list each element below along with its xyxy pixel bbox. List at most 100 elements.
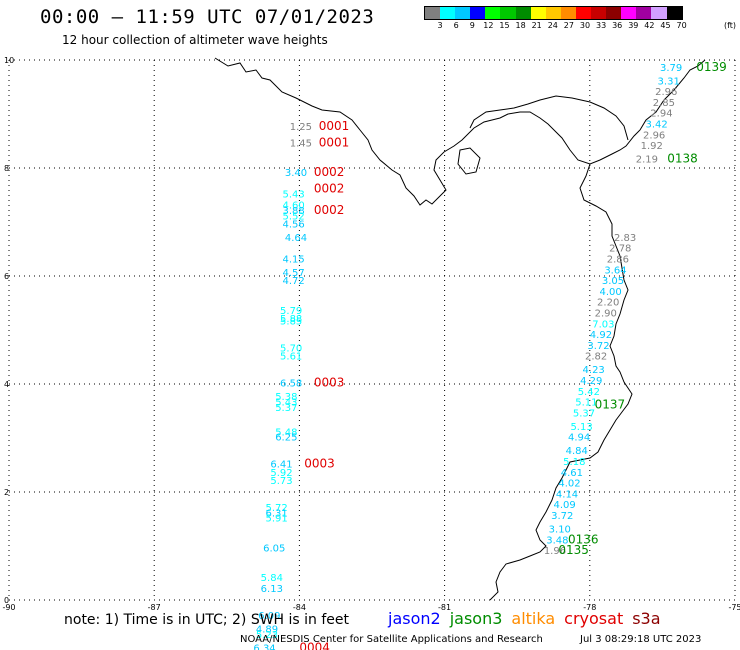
wave-height-value: 4.89 xyxy=(256,624,278,635)
wave-height-value: 5.18 xyxy=(563,457,585,468)
wave-height-value: 4.14 xyxy=(556,489,578,500)
wave-height-value: 6.31 xyxy=(266,508,288,519)
wave-height-value: 3.88 xyxy=(282,206,304,217)
x-tick-label: -90 xyxy=(2,603,15,612)
color-scale-label: 9 xyxy=(469,21,475,30)
wave-height-value: 3.72 xyxy=(587,341,609,352)
wave-height-value: 1.96 xyxy=(544,546,566,557)
wave-height-value: 5.43 xyxy=(275,398,297,409)
color-scale-label: 12 xyxy=(483,21,494,30)
color-scale-label: 27 xyxy=(563,21,574,30)
wave-height-value: 5.48 xyxy=(275,427,297,438)
wave-height-value: 2.90 xyxy=(595,309,617,320)
coastline xyxy=(214,57,706,601)
wave-height-value: 4.00 xyxy=(599,287,621,298)
wave-height-value: 4.15 xyxy=(282,255,304,266)
color-scale-swatch xyxy=(455,7,471,19)
y-tick-label: 6 xyxy=(4,272,9,281)
wave-height-value: 5.43 xyxy=(282,190,304,201)
pass-label: 0002 xyxy=(314,181,345,195)
color-scale-label: 18 xyxy=(515,21,526,30)
color-scale-swatch xyxy=(666,7,682,19)
color-scale-swatch xyxy=(485,7,501,19)
wave-height-value: 3.48 xyxy=(546,535,568,546)
wave-height-value: 5.92 xyxy=(270,468,292,479)
color-scale-label: 15 xyxy=(499,21,510,30)
wave-height-value: 3.10 xyxy=(549,525,571,536)
x-tick-label: -84 xyxy=(293,603,306,612)
wave-height-value: 3.64 xyxy=(604,265,626,276)
page-subtitle: 12 hour collection of altimeter wave hei… xyxy=(62,33,328,47)
pass-label: 0001 xyxy=(319,119,350,133)
wave-height-value: 4.57 xyxy=(282,268,304,279)
wave-height-value: 4.61 xyxy=(561,468,583,479)
pass-label: 0003 xyxy=(304,457,335,471)
color-scale-swatch xyxy=(651,7,667,19)
color-scale-label: 39 xyxy=(628,21,639,30)
wave-height-values: 1.251.453.405.434.603.885.524.564.644.15… xyxy=(253,63,682,650)
color-scale-swatch xyxy=(515,7,531,19)
pass-label: 0001 xyxy=(319,135,350,149)
wave-height-value: 5.70 xyxy=(280,344,302,355)
coastline-lake xyxy=(457,147,481,175)
wave-height-value: 3.72 xyxy=(551,511,573,522)
color-scale-swatches xyxy=(424,6,683,20)
color-scale-swatch xyxy=(500,7,516,19)
y-tick-label: 8 xyxy=(4,164,9,173)
y-tick-label: 4 xyxy=(4,380,9,389)
wave-height-value: 6.09 xyxy=(258,611,280,622)
wave-height-value: 4.94 xyxy=(568,433,590,444)
x-tick-label: -78 xyxy=(583,603,596,612)
plot-frame xyxy=(9,60,735,600)
color-scale-label: 42 xyxy=(644,21,655,30)
wave-height-value: 5.73 xyxy=(270,476,292,487)
wave-height-value: 5.88 xyxy=(280,314,302,325)
wave-height-value: 5.11 xyxy=(575,398,597,409)
wave-height-value: 6.41 xyxy=(270,460,292,471)
pass-label: 0137 xyxy=(595,397,626,411)
wave-height-value: 1.92 xyxy=(641,141,663,152)
wave-height-value: 5.52 xyxy=(282,211,304,222)
y-tick-label: 0 xyxy=(4,596,9,605)
legend-item: jason3 xyxy=(449,609,503,628)
wave-height-value: 6.25 xyxy=(275,433,297,444)
wave-height-value: 4.72 xyxy=(282,276,304,287)
wave-height-value: 3.31 xyxy=(658,76,680,87)
x-tick-label: -87 xyxy=(148,603,161,612)
y-tick-label: 2 xyxy=(4,488,9,497)
wave-height-value: 5.37 xyxy=(573,408,595,419)
legend-item: s3a xyxy=(632,609,661,628)
note-text: note: 1) Time is in UTC; 2) SWH is in fe… xyxy=(64,612,350,628)
wave-height-value: 6.13 xyxy=(261,584,283,595)
color-scale-labels: 3 6 9 12 15 18 21 24 27 30 33 36 39 42 45 70 xyxy=(424,21,740,33)
wave-height-value: 5.85 xyxy=(280,317,302,328)
color-scale-label: 33 xyxy=(596,21,607,30)
coastline-gulf-north xyxy=(469,95,629,141)
color-scale-label: 30 xyxy=(579,21,591,30)
pass-label: 0138 xyxy=(667,152,698,166)
wave-height-value: 5.61 xyxy=(280,352,302,363)
pass-label: 0139 xyxy=(696,60,727,74)
wave-height-value: 2.78 xyxy=(609,244,631,255)
wave-height-value: 4.92 xyxy=(590,330,612,341)
axis-tick-labels: -90 -87 -84 -81 -78 -75 0 2 4 6 8 10 xyxy=(2,56,740,612)
wave-height-value: 2.96 xyxy=(643,130,665,141)
wave-height-value: 4.56 xyxy=(282,219,304,230)
wave-height-value: 2.19 xyxy=(636,155,658,166)
coastline-colombia-pacific xyxy=(489,163,633,601)
wave-height-value: 5.38 xyxy=(275,392,297,403)
pass-label: 0002 xyxy=(314,203,345,217)
color-scale-label: 70 xyxy=(676,21,687,30)
wave-height-value: 2.20 xyxy=(597,298,619,309)
color-scale-swatch xyxy=(560,7,576,19)
color-scale-swatch xyxy=(470,7,486,19)
color-scale: 3 6 9 12 15 18 21 24 27 30 33 36 39 42 45 70 (ft) xyxy=(424,6,736,30)
wave-height-value: 5.23 xyxy=(256,630,278,641)
pass-label: 0002 xyxy=(314,165,345,179)
wave-height-value: 4.84 xyxy=(566,446,588,457)
satellite-legend: jason2 jason3 altika cryosat s3a xyxy=(388,609,670,628)
legend-item: cryosat xyxy=(564,609,624,628)
wave-height-value: 2.94 xyxy=(650,109,672,120)
legend-item: jason2 xyxy=(388,609,441,628)
